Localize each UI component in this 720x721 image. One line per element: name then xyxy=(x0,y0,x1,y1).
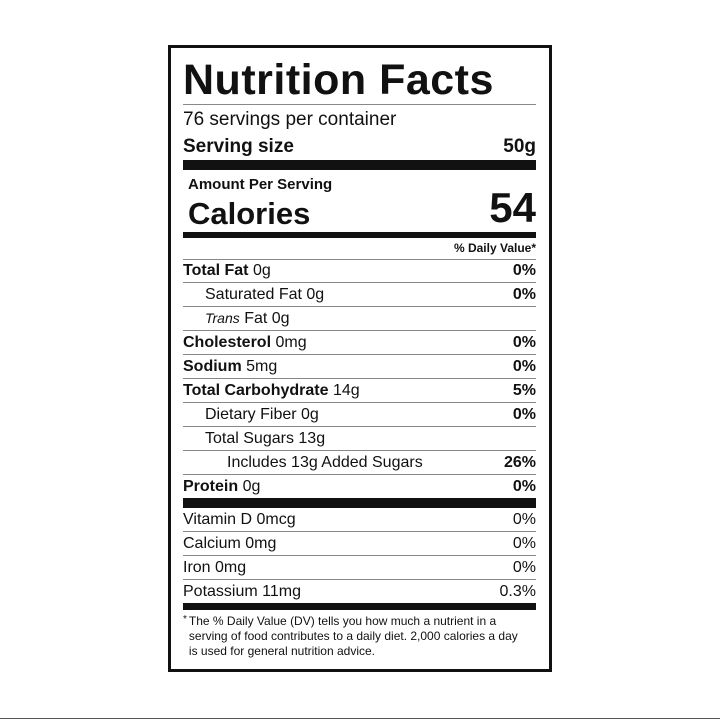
calories-value: 54 xyxy=(489,184,536,231)
vitamin-row: Vitamin D 0mcg 0% xyxy=(183,508,536,532)
nutrient-dv: 26% xyxy=(503,453,536,471)
nutrient-row: Total Sugars 13g xyxy=(183,427,536,451)
nutrient-amount: 13g xyxy=(298,429,326,447)
nutrient-amount: 0g xyxy=(242,478,261,495)
vitamin-name: Vitamin D 0mcg xyxy=(183,510,296,528)
nutrient-amount: 0g xyxy=(306,285,325,303)
nutrient-amount: 0g xyxy=(252,261,271,279)
nutrient-amount: 5mg xyxy=(246,357,278,375)
vitamin-name: Iron 0mg xyxy=(183,558,247,576)
vitamin-name: Potassium 11mg xyxy=(183,583,301,600)
nutrient-name: Sodium xyxy=(183,357,242,375)
nutrient-name: Dietary Fiber xyxy=(205,405,297,423)
bottom-edge xyxy=(0,718,720,719)
vitamin-dv: 0% xyxy=(512,534,536,552)
nutrient-dv: 0% xyxy=(512,333,536,351)
vitamin-row: Potassium 11mg 0.3% xyxy=(183,580,536,604)
nutrient-row: Dietary Fiber 0g 0% xyxy=(183,403,536,427)
nutrient-name: Saturated Fat xyxy=(205,285,302,303)
serving-size-row: Serving size 50g xyxy=(183,135,536,159)
calories-row: Calories 54 xyxy=(188,187,536,232)
vitamin-dv: 0% xyxy=(512,558,536,576)
amount-per-serving: Amount Per Serving xyxy=(188,176,333,193)
divider xyxy=(183,104,536,105)
vitamin-row: Calcium 0mg 0% xyxy=(183,532,536,556)
nutrient-name: Total Sugars xyxy=(205,429,294,447)
servings: 76 servings per container xyxy=(183,109,397,130)
vitamin-dv: 0.3% xyxy=(499,583,536,600)
nutrient-name-italic: Trans xyxy=(205,309,240,326)
nutrient-row: Includes 13g Added Sugars 26% xyxy=(183,451,536,475)
nutrient-dv: 0% xyxy=(512,285,536,303)
footnote-mark: * xyxy=(183,614,187,625)
nutrient-name: Includes 13g Added Sugars xyxy=(227,453,423,471)
label-border xyxy=(168,45,552,672)
footnote: * The % Daily Value (DV) tells you how m… xyxy=(183,614,536,659)
nutrient-amount: 0g xyxy=(301,405,319,423)
nutrient-row: Sodium 5mg 0% xyxy=(183,355,536,379)
thick-bar xyxy=(183,498,536,508)
nutrient-name: Protein xyxy=(183,478,239,495)
nutrient-dv: 5% xyxy=(512,381,536,399)
nutrient-row: Total Fat 0g 0% xyxy=(183,259,536,283)
nutrient-dv: 0% xyxy=(512,261,536,279)
vitamin-name: Calcium 0mg xyxy=(183,534,277,552)
nutrient-dv: 0% xyxy=(512,405,536,423)
nutrient-row: Cholesterol 0mg 0% xyxy=(183,331,536,355)
medium-bar xyxy=(183,603,536,610)
nutrient-name: Fat xyxy=(244,309,268,327)
nutrient-dv: 0% xyxy=(512,478,536,495)
vitamin-dv: 0% xyxy=(512,510,536,528)
nutrient-name: Total Carbohydrate xyxy=(183,381,329,399)
nutrient-row: Trans Fat 0g xyxy=(183,307,536,331)
nutrient-name: Total Fat xyxy=(183,261,249,279)
footnote-text: The % Daily Value (DV) tells you how muc… xyxy=(188,614,518,658)
nutrient-name: Cholesterol xyxy=(183,333,272,351)
nutrient-row: Protein 0g 0% xyxy=(183,475,536,499)
nutrient-amount: 14g xyxy=(332,381,360,399)
serving-size-value: 50g xyxy=(503,136,536,157)
dv-header: % Daily Value* xyxy=(183,241,536,260)
nutrient-amount: 0mg xyxy=(275,333,307,351)
title: Nutrition Facts xyxy=(183,56,494,104)
medium-bar xyxy=(183,232,536,238)
vitamin-row: Iron 0mg 0% xyxy=(183,556,536,580)
nutrient-dv: 0% xyxy=(512,357,536,375)
nutrient-row: Saturated Fat 0g 0% xyxy=(183,283,536,307)
nutrient-amount: 0g xyxy=(271,309,290,327)
nutrient-row: Total Carbohydrate 14g 5% xyxy=(183,379,536,403)
serving-size-label: Serving size xyxy=(183,136,294,157)
thick-bar xyxy=(183,160,536,170)
calories-label: Calories xyxy=(188,196,311,231)
